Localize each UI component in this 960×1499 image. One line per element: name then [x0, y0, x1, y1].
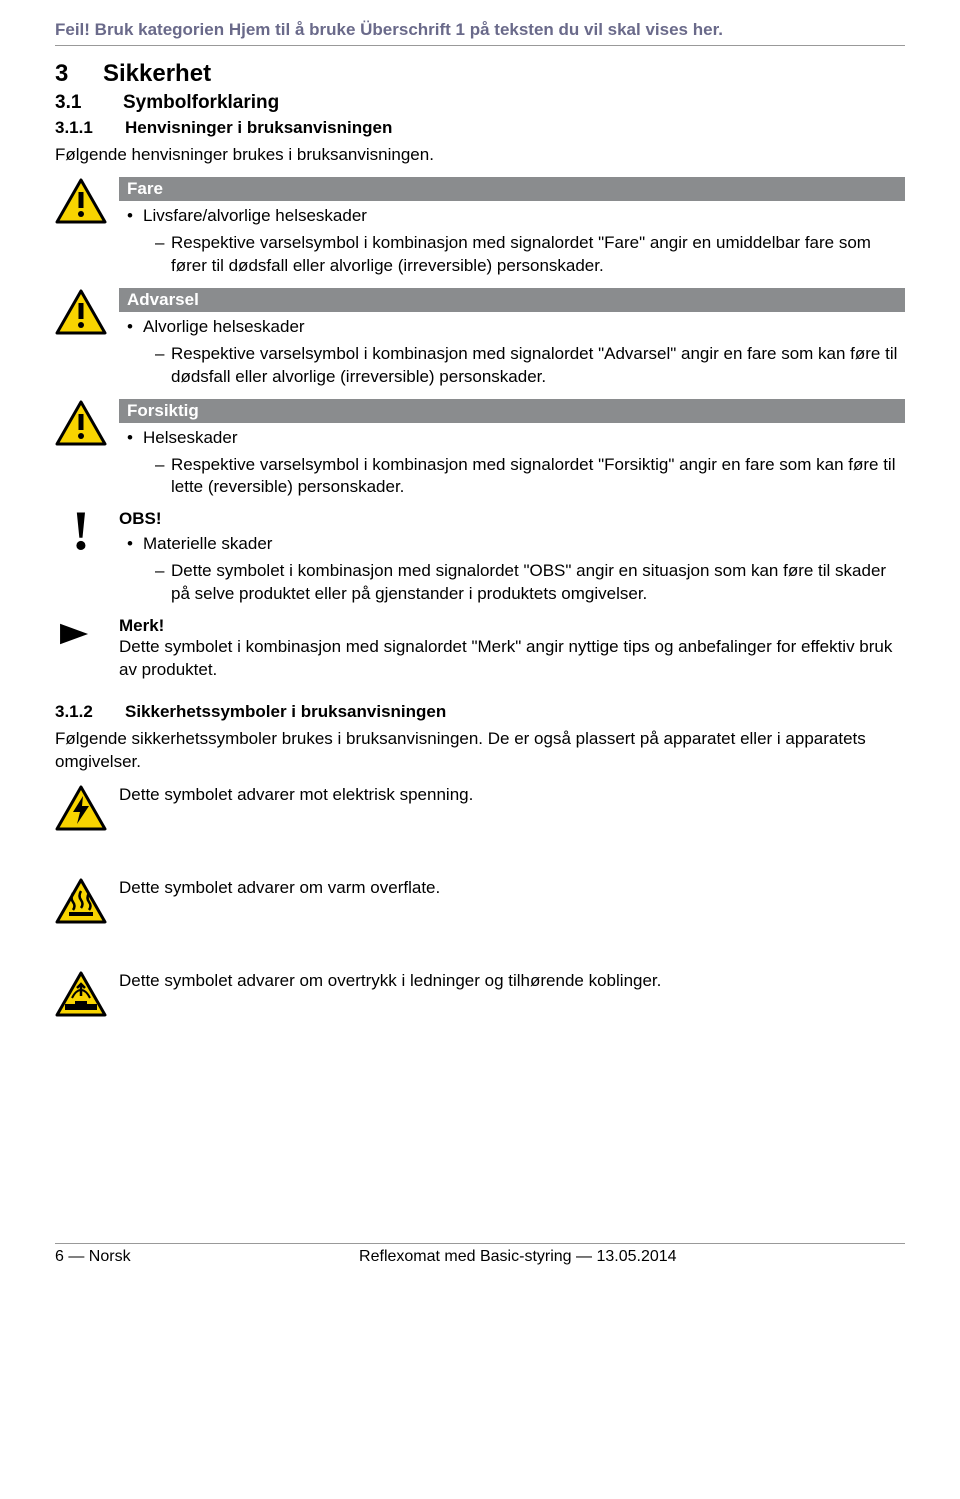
heading-2: 3.1 Symbolforklaring: [55, 92, 905, 114]
hot-surface-icon: [55, 877, 107, 930]
symbol-row-electric: Dette symbolet advarer mot elektrisk spe…: [55, 784, 905, 837]
exclamation-icon: !: [55, 509, 107, 554]
warning-triangle-icon: [55, 399, 107, 452]
fare-title: Fare: [119, 177, 905, 201]
intro-1: Følgende henvisninger brukes i bruksanvi…: [55, 144, 905, 167]
advarsel-bullet1: Alvorlige helseskader: [119, 316, 905, 339]
forsiktig-bullet2: Respektive varselsymbol i kombinasjon me…: [119, 454, 905, 500]
heading-3b: 3.1.2 Sikkerhetssymboler i bruksanvisnin…: [55, 702, 905, 722]
overpressure-icon: [55, 970, 107, 1023]
block-forsiktig: Forsiktig Helseskader Respektive varsels…: [55, 399, 905, 500]
symbol-electric-text: Dette symbolet advarer mot elektrisk spe…: [119, 784, 905, 807]
fare-bullet1: Livsfare/alvorlige helseskader: [119, 205, 905, 228]
advarsel-title: Advarsel: [119, 288, 905, 312]
merk-title: Merk!: [119, 616, 905, 636]
symbol-row-hot: Dette symbolet advarer om varm overflate…: [55, 877, 905, 930]
advarsel-bullet2: Respektive varselsymbol i kombinasjon me…: [119, 343, 905, 389]
footer-mid: Reflexomat med Basic-styring — 13.05.201…: [359, 1248, 676, 1266]
heading-3b-number: 3.1.2: [55, 702, 111, 722]
page-footer: 6 — Norsk Reflexomat med Basic-styring —…: [55, 1243, 905, 1266]
obs-bullet2: Dette symbolet i kombinasjon med signalo…: [119, 560, 905, 606]
page-header: Feil! Bruk kategorien Hjem til å bruke Ü…: [55, 20, 905, 46]
symbol-hot-text: Dette symbolet advarer om varm overflate…: [119, 877, 905, 900]
heading-1: 3 Sikkerhet: [55, 60, 905, 88]
heading-2-number: 3.1: [55, 92, 97, 114]
heading-1-title: Sikkerhet: [103, 60, 211, 88]
warning-triangle-icon: [55, 177, 107, 230]
forsiktig-bullet1: Helseskader: [119, 427, 905, 450]
electric-hazard-icon: [55, 784, 107, 837]
arrow-right-icon: [55, 616, 107, 653]
block-advarsel: Advarsel Alvorlige helseskader Respektiv…: [55, 288, 905, 389]
symbol-row-pressure: Dette symbolet advarer om overtrykk i le…: [55, 970, 905, 1023]
heading-2-title: Symbolforklaring: [123, 92, 279, 114]
fare-bullet2: Respektive varselsymbol i kombinasjon me…: [119, 232, 905, 278]
heading-3b-title: Sikkerhetssymboler i bruksanvisningen: [125, 702, 446, 722]
footer-left: 6 — Norsk: [55, 1248, 131, 1266]
heading-3-title: Henvisninger i bruksanvisningen: [125, 118, 392, 138]
merk-body: Dette symbolet i kombinasjon med signalo…: [119, 636, 905, 682]
obs-title: OBS!: [119, 509, 905, 529]
symbol-pressure-text: Dette symbolet advarer om overtrykk i le…: [119, 970, 905, 993]
heading-3-number: 3.1.1: [55, 118, 111, 138]
heading-1-number: 3: [55, 60, 73, 88]
block-merk: Merk! Dette symbolet i kombinasjon med s…: [55, 616, 905, 682]
intro-2: Følgende sikkerhetssymboler brukes i bru…: [55, 728, 905, 774]
warning-triangle-icon: [55, 288, 107, 341]
heading-3: 3.1.1 Henvisninger i bruksanvisningen: [55, 118, 905, 138]
block-obs: ! OBS! Materielle skader Dette symbolet …: [55, 509, 905, 606]
forsiktig-title: Forsiktig: [119, 399, 905, 423]
obs-bullet1: Materielle skader: [119, 533, 905, 556]
block-fare: Fare Livsfare/alvorlige helseskader Resp…: [55, 177, 905, 278]
